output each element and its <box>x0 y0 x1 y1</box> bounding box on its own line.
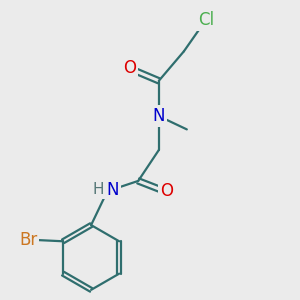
Text: O: O <box>123 58 136 76</box>
Text: H: H <box>93 182 104 197</box>
Text: O: O <box>160 182 173 200</box>
Text: N: N <box>153 107 165 125</box>
Text: N: N <box>106 181 119 199</box>
Text: Br: Br <box>20 231 38 249</box>
Text: Cl: Cl <box>198 11 214 29</box>
